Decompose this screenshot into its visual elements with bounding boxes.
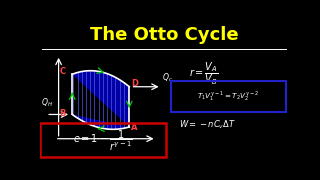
Text: $r = \dfrac{V_A}{V_B}$: $r = \dfrac{V_A}{V_B}$ bbox=[189, 60, 219, 87]
Text: $e = 1 - \dfrac{1}{r^{\gamma-1}}$: $e = 1 - \dfrac{1}{r^{\gamma-1}}$ bbox=[73, 128, 133, 152]
Text: A: A bbox=[131, 123, 138, 132]
Text: The Otto Cycle: The Otto Cycle bbox=[90, 26, 238, 44]
Text: $T_1 V_1^{\gamma-1} = T_2 V_2^{\gamma-2}$: $T_1 V_1^{\gamma-1} = T_2 V_2^{\gamma-2}… bbox=[197, 90, 260, 103]
Text: $Q_c$: $Q_c$ bbox=[162, 71, 172, 84]
Text: $Q_H$: $Q_H$ bbox=[41, 96, 53, 109]
Polygon shape bbox=[72, 71, 129, 129]
Text: D: D bbox=[131, 79, 138, 88]
Text: B: B bbox=[60, 109, 66, 118]
Text: C: C bbox=[60, 67, 66, 76]
Text: $W = -nC_v \Delta T$: $W = -nC_v \Delta T$ bbox=[179, 119, 236, 131]
